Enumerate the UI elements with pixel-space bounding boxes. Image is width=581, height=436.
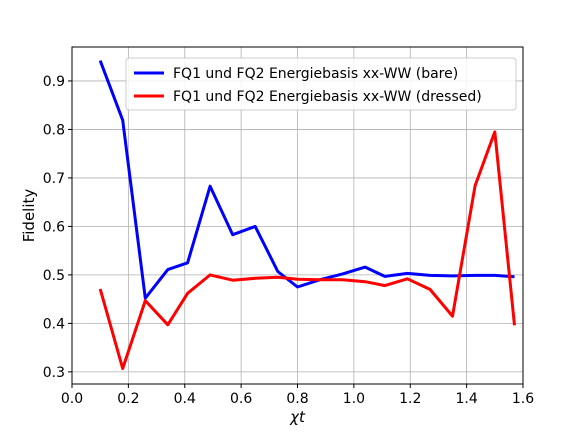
x-tick-label: 1.4 [455, 391, 477, 407]
y-tick-label: 0.9 [43, 74, 65, 90]
series-lines [98, 60, 516, 370]
y-axis-label: Fidelity [20, 189, 38, 243]
y-tick-label: 0.4 [43, 316, 65, 332]
x-tick-label: 0.0 [61, 391, 83, 407]
x-tick-label: 0.2 [117, 391, 139, 407]
x-tick-label: 1.0 [343, 391, 365, 407]
x-axis-label: χt [289, 408, 306, 426]
legend-label-1: FQ1 und FQ2 Energiebasis xx-WW (bare) [173, 66, 458, 82]
legend-label-2: FQ1 und FQ2 Energiebasis xx-WW (dressed) [173, 89, 482, 105]
y-tick-label: 0.6 [43, 219, 65, 235]
x-axis-ticks: 0.0 0.2 0.4 0.6 0.8 1.0 1.2 1.4 1.6 [61, 384, 534, 407]
series-line-1 [98, 60, 515, 300]
x-tick-label: 1.6 [512, 391, 534, 407]
x-tick-label: 0.4 [174, 391, 196, 407]
y-tick-label: 0.3 [43, 365, 65, 381]
legend: FQ1 und FQ2 Energiebasis xx-WW (bare) FQ1… [125, 57, 517, 111]
x-tick-label: 0.6 [230, 391, 252, 407]
x-tick-label: 0.8 [286, 391, 308, 407]
x-tick-label: 1.2 [399, 391, 421, 407]
y-tick-label: 0.5 [43, 268, 65, 284]
y-axis-ticks: 0.3 0.4 0.5 0.6 0.7 0.8 0.9 [43, 74, 72, 381]
series-line-2 [98, 130, 516, 370]
y-tick-label: 0.7 [43, 171, 65, 187]
y-tick-label: 0.8 [43, 122, 65, 138]
legend-box [125, 57, 517, 111]
